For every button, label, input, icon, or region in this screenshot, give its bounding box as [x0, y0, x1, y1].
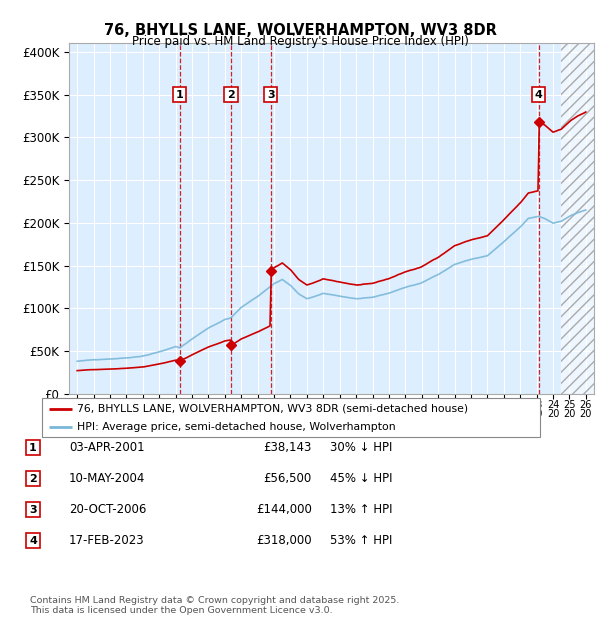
Text: 30% ↓ HPI: 30% ↓ HPI: [330, 441, 392, 454]
Text: 2: 2: [227, 90, 235, 100]
Text: 3: 3: [29, 505, 37, 515]
Text: £56,500: £56,500: [264, 472, 312, 485]
Text: HPI: Average price, semi-detached house, Wolverhampton: HPI: Average price, semi-detached house,…: [77, 422, 395, 432]
Text: £318,000: £318,000: [256, 534, 312, 547]
Text: 53% ↑ HPI: 53% ↑ HPI: [330, 534, 392, 547]
Bar: [561, 43, 594, 394]
Text: £144,000: £144,000: [256, 503, 312, 516]
Text: 2: 2: [29, 474, 37, 484]
Text: 1: 1: [176, 90, 184, 100]
Text: 4: 4: [535, 90, 542, 100]
Text: 20-OCT-2006: 20-OCT-2006: [69, 503, 146, 516]
Text: Contains HM Land Registry data © Crown copyright and database right 2025.
This d: Contains HM Land Registry data © Crown c…: [30, 596, 400, 615]
Text: 1: 1: [29, 443, 37, 453]
Text: 76, BHYLLS LANE, WOLVERHAMPTON, WV3 8DR: 76, BHYLLS LANE, WOLVERHAMPTON, WV3 8DR: [104, 23, 496, 38]
Text: 4: 4: [29, 536, 37, 546]
Text: 45% ↓ HPI: 45% ↓ HPI: [330, 472, 392, 485]
Bar: [561, 43, 594, 394]
Text: 76, BHYLLS LANE, WOLVERHAMPTON, WV3 8DR (semi-detached house): 76, BHYLLS LANE, WOLVERHAMPTON, WV3 8DR …: [77, 404, 468, 414]
Text: £38,143: £38,143: [263, 441, 312, 454]
Text: 03-APR-2001: 03-APR-2001: [69, 441, 145, 454]
Text: Price paid vs. HM Land Registry's House Price Index (HPI): Price paid vs. HM Land Registry's House …: [131, 35, 469, 48]
Text: 17-FEB-2023: 17-FEB-2023: [69, 534, 145, 547]
Text: 13% ↑ HPI: 13% ↑ HPI: [330, 503, 392, 516]
FancyBboxPatch shape: [42, 398, 540, 437]
Text: 10-MAY-2004: 10-MAY-2004: [69, 472, 145, 485]
Text: 3: 3: [267, 90, 275, 100]
